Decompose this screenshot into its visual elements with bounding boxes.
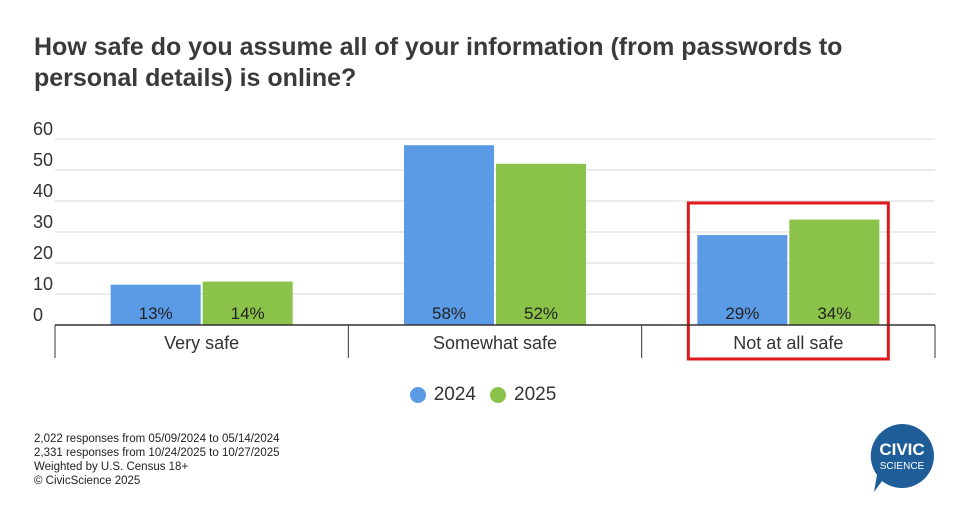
logo-text-civic: CIVIC [879, 440, 924, 459]
bar [697, 235, 788, 325]
logo-text-science: SCIENCE [880, 461, 925, 472]
footnote-line: Weighted by U.S. Census 18+ [34, 461, 189, 473]
y-tick-label: 60 [33, 119, 53, 139]
bar [496, 163, 586, 325]
y-tick-label: 50 [33, 150, 53, 170]
y-tick-label: 30 [33, 212, 53, 232]
bar [202, 281, 293, 325]
legend-item-2025: 2025 [490, 384, 556, 406]
y-tick-label: 20 [33, 243, 53, 263]
highlight-box [686, 201, 890, 361]
data-label: 34% [817, 304, 851, 323]
data-label: 58% [432, 304, 466, 323]
civicscience-logo: CIVIC SCIENCE [870, 424, 934, 492]
data-label: 29% [725, 304, 759, 323]
y-tick-label: 10 [33, 274, 53, 294]
x-tick-label: Somewhat safe [433, 333, 557, 353]
footnote-line: 2,022 responses from 05/09/2024 to 05/14… [34, 433, 280, 445]
bar [789, 219, 880, 325]
data-label: 14% [231, 304, 265, 323]
x-tick-label: Not at all safe [733, 333, 843, 353]
legend-label-2024: 2024 [433, 384, 476, 405]
legend-label-2025: 2025 [514, 384, 557, 405]
y-tick-label: 0 [33, 305, 43, 325]
y-tick-label: 40 [33, 181, 53, 201]
legend: 2024 2025 [0, 384, 966, 406]
legend-swatch-2024 [409, 387, 426, 403]
data-label: 13% [139, 304, 173, 323]
data-label: 52% [524, 304, 558, 323]
footnote-line: 2,331 responses from 10/24/2025 to 10/27… [34, 447, 280, 459]
bar [110, 284, 201, 325]
bar [404, 145, 494, 325]
legend-item-2024: 2024 [409, 384, 476, 406]
chart-title: How safe do you assume all of your infor… [34, 33, 843, 92]
footnotes: 2,022 responses from 05/09/2024 to 05/14… [34, 432, 280, 488]
x-tick-label: Very safe [164, 333, 239, 353]
legend-swatch-2025 [490, 387, 506, 403]
footnote-line: © CivicScience 2025 [34, 475, 141, 487]
bar-chart: 0 10 20 30 40 50 60 13% 14% Very safe 58% 52% Somewh… [33, 119, 936, 361]
logo-speech-bubble [870, 424, 934, 492]
